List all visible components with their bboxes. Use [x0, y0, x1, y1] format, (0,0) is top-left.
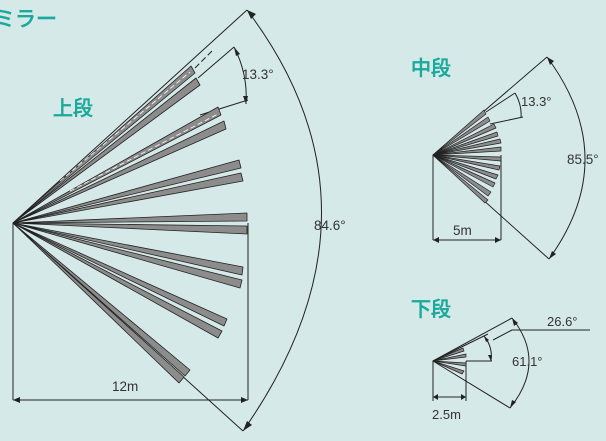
upper-section-label: 上段	[53, 96, 93, 120]
upper-zone-beam	[12, 222, 185, 384]
middle-zone-beam	[432, 154, 489, 204]
upper-total-angle-label: 84.6°	[314, 218, 346, 233]
middle-zone-extension-bottom	[489, 116, 524, 125]
upper-total-arc-arrow-top	[247, 10, 256, 19]
upper-zone-beam	[12, 106, 222, 224]
middle-total-arc-arrow-top	[547, 57, 554, 65]
lower-distance-arrow-left	[433, 394, 438, 400]
upper-zone-beam	[12, 172, 244, 224]
upper-zone-beam	[12, 222, 248, 235]
diagram-title: ミラー	[0, 7, 57, 31]
middle-distance-arrow-right	[495, 237, 501, 243]
upper-detection-zones	[12, 65, 248, 384]
lower-distance-label: 2.5m	[432, 407, 461, 422]
upper-zone-beam	[12, 212, 248, 224]
lower-zone-beam	[432, 353, 467, 362]
lower-pattern: 下段 2.5m 61.1° 26.6°	[411, 297, 590, 422]
lower-zone-arrow-top	[484, 336, 489, 342]
lower-distance-arrow-right	[461, 394, 466, 400]
upper-zone-guide-top	[194, 48, 215, 69]
lower-zone-angle-label: 26.6°	[547, 314, 578, 329]
lower-section-label: 下段	[411, 297, 451, 321]
upper-zone-centerlines	[59, 71, 219, 192]
upper-pattern: 12m 84.6° 13.3°	[12, 9, 346, 432]
upper-zone-beam	[12, 222, 223, 339]
upper-zone-angle-label: 13.3°	[242, 67, 274, 82]
upper-distance-arrow-left	[13, 397, 20, 403]
middle-zone-beam	[432, 116, 491, 156]
middle-zone-beam	[432, 154, 492, 197]
lower-boundary-bottom-line	[432, 360, 511, 409]
middle-detection-zones	[432, 109, 502, 204]
upper-zone-beam	[12, 222, 228, 327]
upper-zone-beam	[12, 222, 191, 377]
lower-total-angle-label: 61.1°	[512, 354, 543, 369]
middle-zone-beam	[432, 123, 497, 156]
lower-zone-beam	[432, 347, 465, 362]
upper-zone-extension-top	[197, 46, 235, 79]
upper-zone-arrow-bottom	[243, 96, 248, 104]
middle-zone-extension-top	[485, 92, 516, 113]
lower-zone-extension-top	[432, 333, 489, 362]
upper-distance-label: 12m	[112, 379, 138, 394]
middle-zone-beam	[432, 138, 502, 156]
middle-zone-angle-arc	[514, 92, 522, 119]
lower-boundary-top-line	[432, 317, 513, 362]
middle-zone-beam	[432, 109, 487, 156]
middle-total-arc-arrow-bottom	[549, 251, 556, 259]
upper-zone-beam	[12, 120, 227, 224]
middle-total-angle-arc	[546, 56, 586, 260]
upper-zone-beam	[12, 222, 244, 276]
upper-zone-beam	[12, 222, 243, 289]
upper-centerline	[59, 71, 191, 182]
upper-zone-beam	[12, 159, 242, 224]
upper-distance-arrow-right	[241, 397, 248, 403]
middle-zone-beam	[432, 131, 499, 156]
middle-zone-angle-label: 13.3°	[521, 94, 552, 109]
upper-zone-arrow-top	[234, 47, 240, 56]
lower-total-arc-arrow-top	[512, 318, 518, 326]
middle-total-angle-label: 85.5°	[567, 152, 599, 167]
lower-zone-beam	[432, 360, 465, 375]
middle-pattern: 中段 5m 85.5° 13.3°	[411, 56, 599, 260]
upper-total-arc-arrow-bottom	[243, 421, 252, 431]
middle-zone-beam	[432, 154, 502, 162]
middle-zone-beam	[432, 154, 501, 171]
middle-zone-beam	[432, 154, 499, 180]
upper-centerline	[69, 113, 219, 192]
middle-distance-label: 5m	[453, 223, 472, 238]
lower-zone-beam	[432, 360, 467, 367]
upper-zone-beam	[12, 77, 201, 224]
upper-total-angle-arc	[242, 9, 322, 432]
lower-total-arc-arrow-bottom	[510, 400, 516, 408]
middle-zone-beam	[432, 154, 496, 188]
middle-zone-beam	[432, 146, 502, 156]
middle-section-label: 中段	[411, 56, 451, 80]
lower-zone-arrow-bottom	[488, 355, 492, 361]
lower-total-angle-arc	[509, 317, 530, 409]
upper-boundary-top-line	[12, 9, 248, 224]
lower-detection-zones	[432, 347, 467, 375]
middle-distance-arrow-left	[433, 237, 439, 243]
lower-zone-label-leader	[492, 329, 513, 341]
